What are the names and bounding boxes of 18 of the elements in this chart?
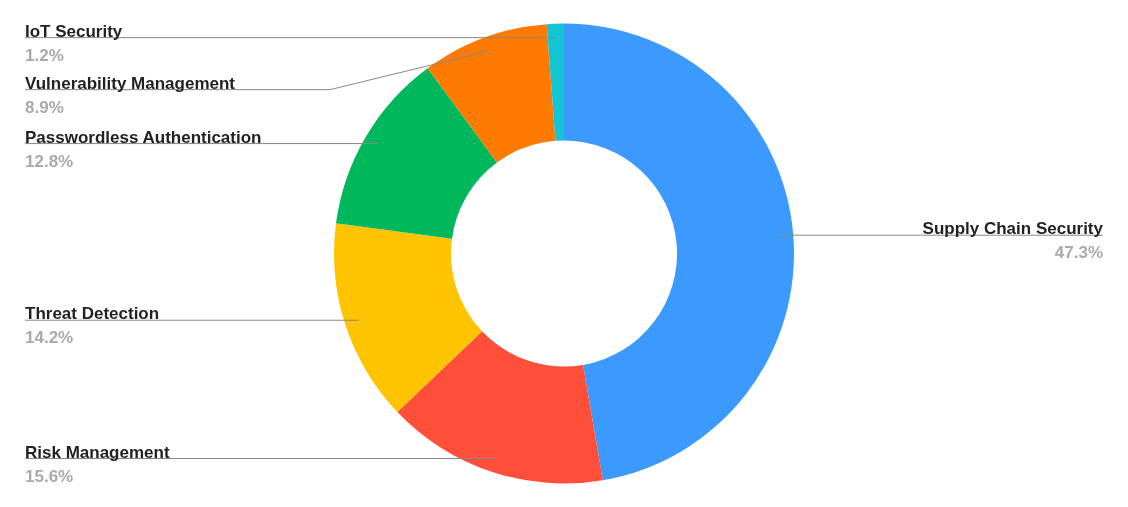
data-label: 8.9% xyxy=(25,97,64,117)
donut-slice xyxy=(427,24,556,163)
data-label: 47.3% xyxy=(1054,243,1103,263)
data-label: 12.8% xyxy=(25,151,74,171)
donut-slice xyxy=(334,223,483,412)
slice-label: Threat Detection xyxy=(25,304,160,324)
slice-label: Passwordless Authentication xyxy=(25,127,262,147)
data-label: 15.6% xyxy=(25,466,74,486)
data-label: 14.2% xyxy=(25,328,74,348)
donut-slice xyxy=(546,23,564,141)
slice-label: Risk Management xyxy=(25,442,170,462)
donut-slice xyxy=(336,68,498,239)
slice-label: Supply Chain Security xyxy=(922,219,1104,239)
slice-label: IoT Security xyxy=(25,21,123,41)
slice-label: Vulnerability Management xyxy=(25,73,236,93)
data-label: 1.2% xyxy=(25,45,64,65)
donut-slice xyxy=(397,331,603,484)
donut-slice xyxy=(564,23,794,481)
